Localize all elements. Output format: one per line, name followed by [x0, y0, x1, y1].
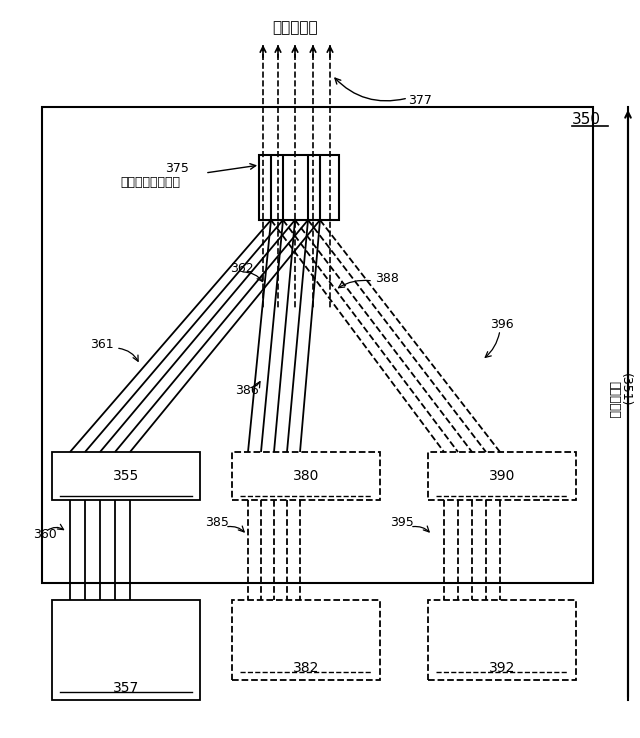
Text: 386: 386 — [235, 384, 259, 396]
Bar — [232, 452, 380, 500]
Bar — [52, 600, 200, 700]
Text: 362: 362 — [230, 261, 253, 275]
Text: 382: 382 — [293, 661, 319, 675]
Text: 360: 360 — [33, 528, 57, 542]
Text: 350: 350 — [572, 112, 601, 128]
Text: 357: 357 — [113, 681, 139, 695]
Text: 380: 380 — [293, 469, 319, 483]
Text: セグメント化ガス: セグメント化ガス — [120, 176, 180, 188]
Bar — [52, 452, 200, 500]
Bar — [428, 600, 576, 680]
Text: 395: 395 — [390, 516, 413, 528]
Bar — [259, 155, 339, 220]
Text: 355: 355 — [113, 469, 139, 483]
Text: 連続反応流: 連続反応流 — [607, 382, 621, 418]
Text: 392: 392 — [489, 661, 515, 675]
Bar — [428, 452, 576, 500]
Bar — [232, 600, 380, 680]
Text: 385: 385 — [205, 516, 229, 528]
Text: 375: 375 — [165, 162, 189, 174]
Text: (351): (351) — [618, 373, 632, 407]
Text: 361: 361 — [90, 339, 114, 351]
Text: 熱反応器へ: 熱反応器へ — [272, 21, 318, 35]
Text: 396: 396 — [490, 319, 514, 331]
Bar — [42, 107, 593, 583]
Text: 390: 390 — [489, 469, 515, 483]
Text: 388: 388 — [375, 272, 399, 285]
Text: 377: 377 — [408, 94, 432, 106]
